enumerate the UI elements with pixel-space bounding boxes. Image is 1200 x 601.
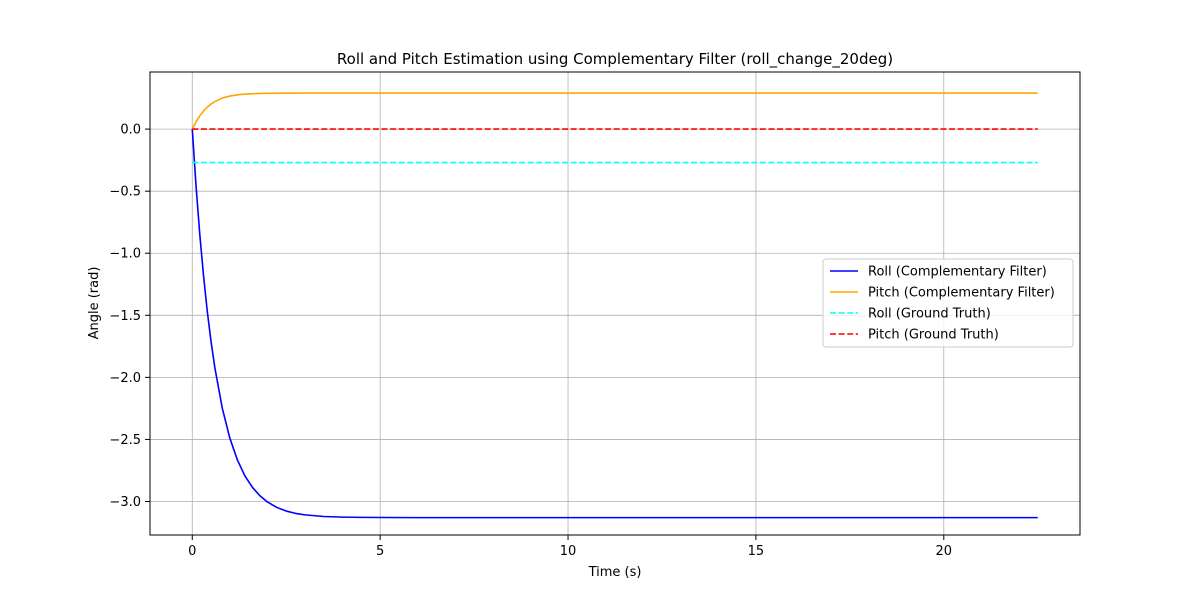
y-axis-label: Angle (rad)	[87, 267, 102, 340]
legend-label: Pitch (Complementary Filter)	[868, 286, 1055, 301]
plot-frame	[149, 71, 1081, 536]
chart-title: Roll and Pitch Estimation using Compleme…	[337, 50, 893, 69]
legend-label: Pitch (Ground Truth)	[868, 328, 999, 343]
x-axis-label: Time (s)	[588, 565, 642, 580]
x-tick-label: 5	[376, 544, 384, 559]
y-tick-label: −3.0	[109, 495, 141, 510]
series-line-roll-complementary-filter	[191, 129, 1038, 519]
y-tick-label: −1.0	[109, 247, 141, 262]
axis-ticks: 0 5 10 15 20 0.0 −0.5 −1.0 −1.5 −2.0 −2.5 −3.0	[109, 123, 952, 559]
y-tick-label: −0.5	[109, 185, 141, 200]
y-tick-label: −2.0	[109, 371, 141, 386]
x-tick-label: 20	[936, 544, 953, 559]
legend-box	[822, 258, 1074, 348]
x-tick-label: 15	[748, 544, 765, 559]
x-tick-label: 10	[560, 544, 577, 559]
y-tick-label: −1.5	[109, 309, 141, 324]
legend: Roll (Complementary Filter) Pitch (Comple…	[822, 258, 1074, 348]
series-line-pitch-complementary-filter	[191, 92, 1038, 130]
x-tick-label: 0	[188, 544, 196, 559]
plot-series	[191, 92, 1038, 519]
legend-label: Roll (Complementary Filter)	[868, 265, 1047, 280]
y-tick-label: 0.0	[120, 123, 141, 138]
y-tick-label: −2.5	[109, 433, 141, 448]
legend-label: Roll (Ground Truth)	[868, 307, 991, 322]
